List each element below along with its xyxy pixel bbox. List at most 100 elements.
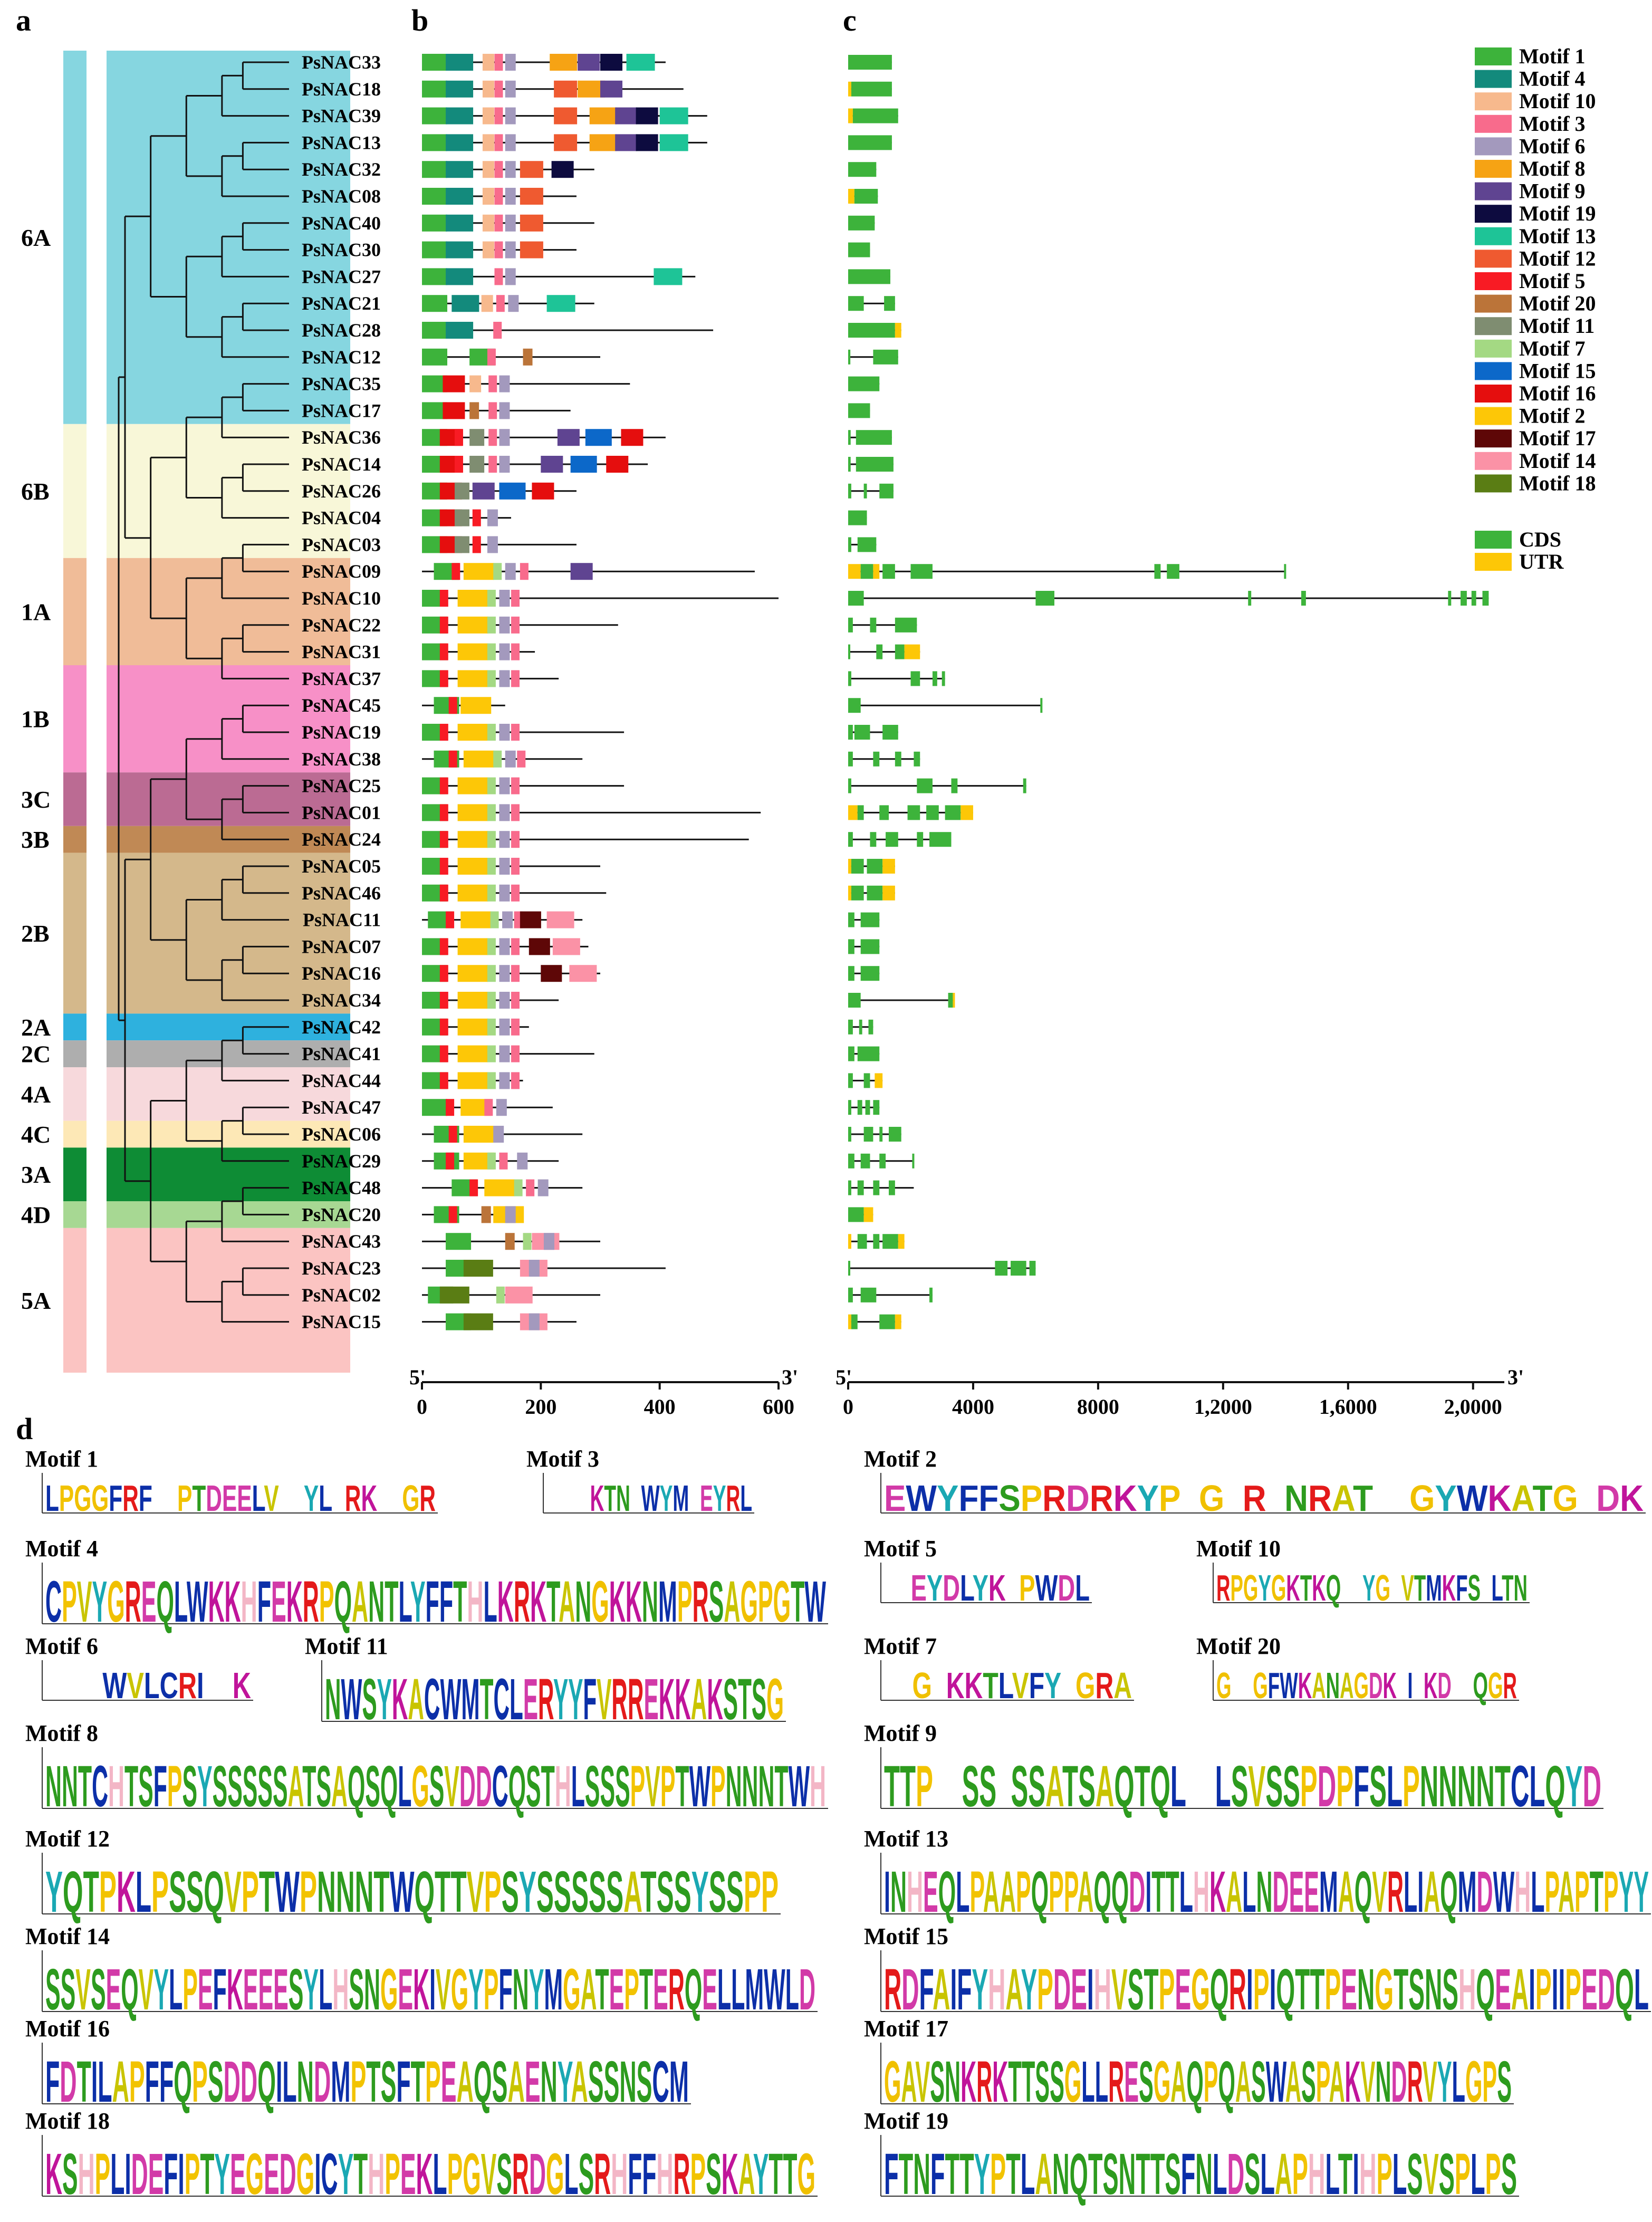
motif-box (439, 992, 448, 1009)
cds-box (854, 189, 878, 204)
motif-logo-sequence: SSVSEQVYLPEFKEEESYLHSNGEKIVGYPFNYMGATEPT… (45, 1957, 815, 2022)
logo-letter: E (198, 1957, 213, 2022)
logo-letter: D (1391, 2049, 1407, 2114)
logo-letter: E (222, 1478, 237, 1519)
logo-letter: G (591, 1569, 609, 1634)
logo-letter: V (1248, 1754, 1266, 1819)
logo-letter: G (402, 1478, 419, 1519)
legend-swatch (1475, 317, 1512, 336)
motif-box (487, 536, 498, 553)
logo-letter: F (628, 2142, 642, 2207)
gene-name: PsNAC29 (302, 1151, 381, 1172)
logo-letter: R (594, 2142, 611, 2207)
logo-letter: N (1119, 2142, 1136, 2207)
logo-letter: L (433, 2142, 447, 2207)
group-bar (63, 1228, 87, 1373)
logo-letter: M (1319, 1860, 1338, 1924)
motif-logo-title: Motif 16 (25, 2016, 110, 2042)
logo-letter: K (1442, 1567, 1456, 1608)
motif-box (505, 161, 516, 178)
cds-box (879, 483, 894, 499)
logo-letter: G (107, 1569, 124, 1634)
logo-letter: L (731, 1957, 745, 2022)
group-label: 2B (21, 920, 50, 947)
motif-box (511, 777, 520, 794)
logo-letter: A (1170, 2049, 1186, 2114)
logo-letter: H (988, 1957, 1005, 2022)
logo-letter: L (1179, 1860, 1193, 1924)
cds-box (942, 671, 945, 686)
logo-letter: C (493, 1667, 510, 1732)
logo-letter: F (213, 1957, 227, 2022)
logo-letter: T (639, 1957, 653, 2022)
motif-box (494, 214, 503, 232)
motif-box (546, 911, 574, 928)
logo-letter: x (947, 1754, 962, 1819)
logo-letter: I (1352, 2142, 1359, 2207)
logo-letter: F (439, 1569, 453, 1634)
logo-letter: T (1495, 1754, 1511, 1819)
cds-box (848, 537, 851, 552)
cds-box (848, 1207, 864, 1222)
logo-letter: G (1271, 1567, 1286, 1608)
logo-letter: G (380, 1957, 398, 2022)
motif-logo-sequence: FDTILAPFFQPSDDQILNDMPTSFTPEAQSAENYASSNSC… (45, 2049, 689, 2114)
group-bar (63, 772, 87, 826)
logo-letter: V (444, 1754, 459, 1819)
logo-letter: N (513, 1957, 529, 2022)
motif-box (439, 1018, 448, 1036)
logo-letter: G (246, 2142, 264, 2207)
logo-letter: L (1392, 2142, 1407, 2207)
logo-letter: Y (1362, 1567, 1375, 1608)
logo-letter: D (1582, 1754, 1601, 1819)
logo-letter: I (1407, 1665, 1413, 1706)
logo-letter: V (436, 1957, 451, 2022)
logo-letter: P (129, 2049, 145, 2114)
group-band (107, 1013, 350, 1041)
cds-box (870, 617, 877, 633)
logo-letter: S (273, 1754, 288, 1819)
cds-box (848, 644, 850, 659)
cds-box (876, 644, 883, 659)
logo-letter: S (962, 1754, 979, 1819)
motif-box (487, 643, 496, 660)
logo-letter: F (1353, 1754, 1369, 1819)
legend-swatch (1475, 182, 1512, 200)
logo-letter: x (204, 1665, 218, 1706)
logo-letter: Y (519, 1860, 536, 1924)
logo-letter: L (510, 1667, 523, 1732)
logo-letter: K (1209, 1860, 1226, 1924)
logo-letter: Y (1619, 1860, 1634, 1924)
logo-letter: P (95, 2142, 111, 2207)
utr-box (875, 1073, 883, 1088)
logo-letter: A (933, 1957, 950, 2022)
logo-letter: S (1265, 1754, 1283, 1819)
logo-letter: N (1420, 1754, 1439, 1819)
axis-tick-label: 400 (644, 1395, 676, 1419)
group-label: 2C (21, 1041, 51, 1068)
axis-tick-label: 0 (417, 1395, 427, 1419)
utr-box (863, 1207, 873, 1222)
logo-letter: x (1341, 1567, 1351, 1608)
logo-letter: P (177, 1478, 192, 1519)
logo-letter: N (1256, 1860, 1272, 1924)
logo-letter: V (127, 1665, 144, 1706)
motif-box (482, 188, 494, 205)
cds-box (848, 1046, 854, 1061)
gene-name: PsNAC22 (302, 615, 381, 636)
logo-letter: S (1050, 2049, 1064, 2114)
logo-letter: P (1325, 1957, 1341, 2022)
logo-letter: T (675, 1754, 689, 1819)
motif-box (541, 456, 563, 473)
logo-letter: S (91, 1957, 106, 2022)
logo-letter: N (336, 1860, 355, 1924)
logo-letter: E (644, 1667, 659, 1732)
motif-logo-sequence: xxxxKTNxWYMxEYRL (546, 1478, 752, 1519)
utr-box (882, 885, 889, 901)
logo-letter: V (1423, 2049, 1437, 2114)
cds-box (1482, 591, 1489, 606)
group-label: 3A (21, 1161, 51, 1188)
logo-letter: Q (1276, 1957, 1295, 2022)
logo-letter: S (169, 1860, 186, 1924)
logo-letter: K (992, 2049, 1008, 2114)
